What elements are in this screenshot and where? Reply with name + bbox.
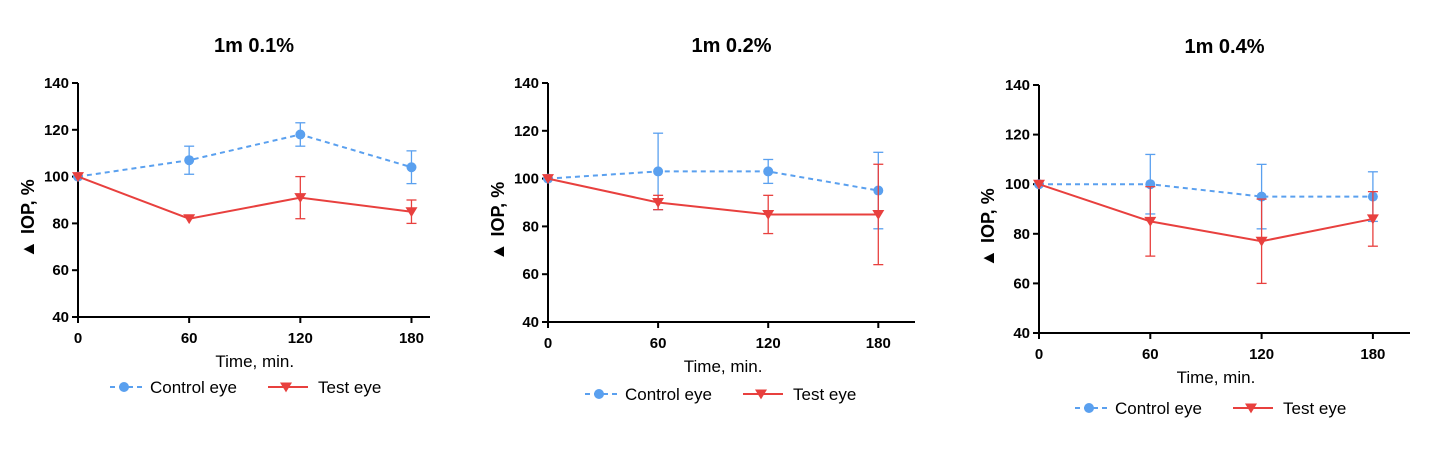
series-line	[78, 134, 411, 176]
x-tick-label: 180	[1360, 346, 1385, 363]
y-tick-label: 80	[522, 218, 539, 235]
legend-control-marker	[1084, 403, 1094, 413]
y-tick-label: 100	[514, 171, 539, 188]
legend: Control eye Test eye	[1075, 399, 1346, 418]
y-axis-label: IOP, %	[18, 179, 38, 234]
data-point	[653, 166, 663, 176]
y-tick-label: 120	[514, 123, 539, 140]
y-tick-label: 120	[44, 122, 69, 139]
data-point	[183, 214, 195, 224]
y-tick-label: 60	[1013, 275, 1030, 292]
series-line	[548, 171, 878, 190]
x-tick-label: 60	[181, 330, 198, 347]
data-point	[406, 162, 416, 172]
y-axis-delta-symbol: ▲	[18, 240, 38, 258]
legend-test-label: Test eye	[1283, 399, 1346, 418]
y-axis-label: IOP, %	[488, 182, 508, 237]
y-tick-label: 40	[52, 309, 69, 326]
chart-title: 1m 0.1%	[214, 35, 294, 57]
x-tick-label: 0	[544, 335, 552, 352]
series-line	[78, 177, 411, 219]
chart-title: 1m 0.4%	[1184, 36, 1264, 58]
y-tick-label: 80	[52, 215, 69, 232]
chart-panel-2: 1m 0.2% 40 60 80 100 120 140 0 60 120 180 Time, min…	[488, 35, 915, 404]
chart-panel-3: 1m 0.4% 40 60 80 100 120 140 0 60 120 180 Time, min…	[978, 36, 1410, 418]
y-axis-label: IOP, %	[978, 188, 998, 243]
legend: Control eye Test eye	[110, 378, 381, 397]
legend-control-label: Control eye	[150, 378, 237, 397]
series-control	[1034, 154, 1378, 228]
y-axis-label-group: ▲ IOP, %	[18, 179, 38, 258]
x-tick-label: 60	[1142, 346, 1159, 363]
series-control	[73, 123, 416, 184]
data-point	[1256, 237, 1268, 247]
x-axis-label: Time, min.	[684, 357, 763, 376]
legend: Control eye Test eye	[585, 385, 856, 404]
y-axis-label-group: ▲ IOP, %	[488, 182, 508, 261]
series-test	[72, 172, 417, 224]
x-tick-label: 180	[866, 335, 891, 352]
x-tick-label: 60	[650, 335, 667, 352]
figure: 1m 0.1% 40 60 80 100 120 140 0 60 120 180 Time, min…	[0, 0, 1430, 454]
y-tick-label: 40	[522, 314, 539, 331]
x-tick-label: 120	[1249, 346, 1274, 363]
x-tick-label: 180	[399, 330, 424, 347]
x-tick-label: 120	[288, 330, 313, 347]
series-line	[548, 179, 878, 215]
legend-test-label: Test eye	[318, 378, 381, 397]
y-axis-delta-symbol: ▲	[488, 243, 508, 261]
y-axis-label-group: ▲ IOP, %	[978, 188, 998, 267]
legend-control-label: Control eye	[1115, 399, 1202, 418]
y-tick-label: 140	[44, 75, 69, 92]
legend-control-marker	[594, 389, 604, 399]
x-axis-label: Time, min.	[215, 352, 294, 371]
data-point	[184, 155, 194, 165]
y-tick-label: 60	[52, 262, 69, 279]
y-tick-label: 60	[522, 266, 539, 283]
x-axis-label: Time, min.	[1177, 368, 1256, 387]
chart-panel-1: 1m 0.1% 40 60 80 100 120 140 0 60 120 180 Time, min…	[18, 35, 430, 397]
y-tick-label: 40	[1013, 325, 1030, 342]
legend-control-label: Control eye	[625, 385, 712, 404]
x-tick-label: 0	[1035, 346, 1043, 363]
x-tick-label: 120	[756, 335, 781, 352]
y-tick-label: 140	[514, 75, 539, 92]
y-tick-label: 120	[1005, 127, 1030, 144]
chart-title: 1m 0.2%	[691, 35, 771, 57]
x-tick-label: 0	[74, 330, 82, 347]
y-tick-label: 140	[1005, 77, 1030, 94]
series-test	[542, 164, 884, 264]
y-axis-delta-symbol: ▲	[978, 249, 998, 267]
data-point	[763, 166, 773, 176]
series-test	[1033, 180, 1379, 284]
legend-control-marker	[119, 382, 129, 392]
y-tick-label: 80	[1013, 226, 1030, 243]
y-tick-label: 100	[1005, 176, 1030, 193]
data-point	[295, 129, 305, 139]
legend-test-label: Test eye	[793, 385, 856, 404]
series-line	[1039, 184, 1373, 196]
y-tick-label: 100	[44, 169, 69, 186]
series-line	[1039, 184, 1373, 241]
